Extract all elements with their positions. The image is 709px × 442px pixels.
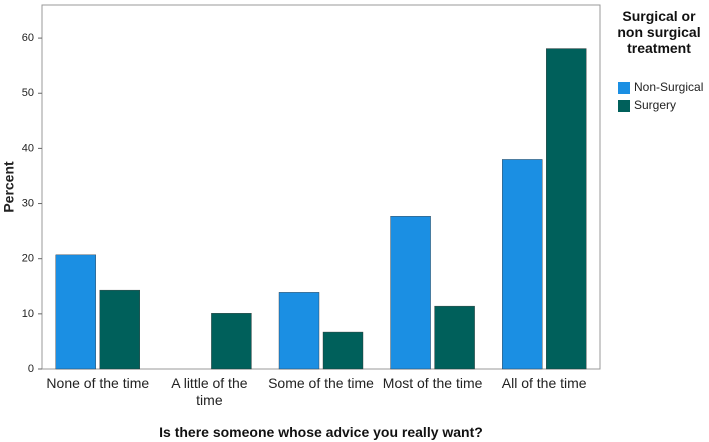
x-tick-label: Some of the time xyxy=(268,375,374,391)
x-axis-title: Is there someone whose advice you really… xyxy=(159,424,483,440)
bar xyxy=(322,331,364,370)
y-axis-title: Percent xyxy=(1,161,17,213)
bar xyxy=(502,159,543,370)
x-tick-label: Most of the time xyxy=(382,375,483,391)
y-tick-label: 10 xyxy=(22,308,34,320)
y-tick-label: 60 xyxy=(22,32,34,44)
bar xyxy=(99,289,141,370)
x-tick-label: None of the time xyxy=(46,375,150,391)
bar xyxy=(546,48,587,370)
y-tick-label: 0 xyxy=(28,363,34,375)
y-tick-label: 50 xyxy=(22,87,34,99)
legend-title: Surgical or non surgical treatment xyxy=(617,8,701,56)
bar xyxy=(390,216,431,370)
legend-swatch xyxy=(618,82,630,94)
y-tick-label: 40 xyxy=(22,142,34,154)
legend-swatch xyxy=(618,100,630,112)
bar xyxy=(211,313,252,370)
x-tick-label: A little of the time xyxy=(171,375,248,408)
y-tick-label: 30 xyxy=(22,197,34,209)
bar xyxy=(278,292,320,370)
bar xyxy=(55,254,96,370)
bar xyxy=(434,305,475,370)
x-tick-label: All of the time xyxy=(501,375,587,391)
legend-label: Surgery xyxy=(634,98,676,112)
plot-frame xyxy=(41,4,601,370)
y-tick-label: 20 xyxy=(22,253,34,265)
legend-label: Non-Surgical xyxy=(634,80,703,94)
